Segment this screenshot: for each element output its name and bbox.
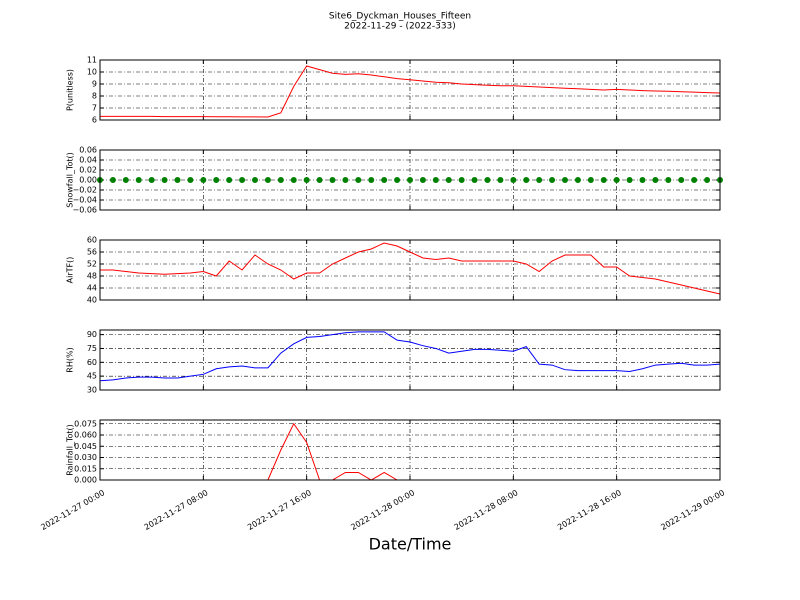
data-point [587, 177, 594, 183]
data-point [264, 177, 271, 183]
y-tick-label: 11 [87, 56, 97, 65]
y-tick-label: 0.060 [74, 431, 97, 440]
data-point [239, 177, 246, 183]
y-axis-label: RH(%) [66, 347, 75, 372]
axes-frame [99, 329, 721, 391]
data-point [342, 177, 349, 183]
data-point [652, 177, 659, 183]
y-tick-label: 48 [87, 272, 97, 281]
data-point [613, 177, 620, 183]
data-point [148, 177, 155, 183]
data-point [355, 177, 362, 183]
y-tick-label: 0.02 [79, 166, 97, 175]
data-point [562, 177, 568, 183]
data-point [303, 177, 310, 183]
data-point [445, 177, 452, 183]
data-point [122, 177, 129, 183]
y-tick-label: 0.00 [79, 176, 97, 185]
axes-frame [99, 149, 721, 211]
y-tick-label: 60 [87, 236, 97, 245]
data-point [626, 177, 633, 183]
axes-frame [99, 59, 721, 121]
y-axis-label: AirTF() [66, 257, 75, 284]
data-point [639, 177, 646, 183]
y-tick-label: 40 [87, 296, 97, 305]
y-tick-label: 8 [92, 92, 97, 101]
title: Site6_Dyckman_Houses_Fifteen [329, 12, 471, 22]
axes-frame [99, 419, 721, 481]
y-axis-label: P(unitless) [66, 69, 75, 111]
data-point [226, 177, 233, 183]
y-tick-label: 0.075 [74, 419, 97, 428]
x-axis-label: Date/Time [369, 535, 452, 554]
y-tick-label: −0.02 [72, 186, 97, 195]
subtitle: 2022-11-29 - (2022-333) [344, 22, 456, 32]
data-point [471, 177, 478, 183]
data-line [100, 242, 721, 295]
y-tick-label: 6 [92, 116, 97, 125]
data-point [213, 177, 220, 183]
y-tick-label: 0.000 [74, 476, 97, 485]
y-tick-label: 7 [92, 104, 97, 113]
data-point [200, 177, 207, 183]
data-point [510, 177, 517, 183]
y-tick-label: 0.045 [74, 442, 97, 451]
data-point [290, 177, 297, 183]
y-tick-label: 9 [92, 80, 97, 89]
data-point [161, 177, 168, 183]
data-point [678, 177, 685, 183]
data-point [252, 177, 258, 183]
data-point [691, 177, 698, 183]
data-point [704, 177, 711, 183]
data-point [187, 177, 194, 183]
data-point [574, 177, 581, 183]
data-point [368, 177, 375, 183]
y-tick-label: 0.030 [74, 453, 97, 462]
data-point [394, 177, 401, 183]
y-tick-label: 0.06 [79, 146, 97, 155]
y-tick-label: 44 [87, 284, 97, 293]
y-tick-label: 0.015 [74, 464, 97, 473]
y-tick-label: −0.04 [72, 196, 97, 205]
data-point [381, 177, 388, 183]
data-point [277, 177, 284, 183]
data-line [99, 331, 721, 382]
data-point [109, 177, 116, 183]
y-tick-label: 0.04 [79, 156, 97, 165]
y-tick-label: 60 [87, 358, 97, 367]
data-point [484, 177, 491, 183]
data-point [316, 177, 323, 183]
data-point [536, 177, 543, 183]
data-line [100, 65, 721, 118]
y-tick-label: 75 [87, 344, 97, 353]
data-point [600, 177, 607, 183]
data-point [549, 177, 556, 183]
y-tick-label: 45 [87, 372, 97, 381]
data-point [497, 177, 504, 183]
data-point [174, 177, 181, 183]
data-point [407, 177, 413, 183]
y-tick-label: 56 [87, 248, 97, 257]
data-point [135, 177, 142, 183]
data-point [458, 177, 465, 183]
y-axis-label: Rainfall_Tot() [66, 424, 75, 476]
data-point [329, 177, 336, 183]
y-tick-label: −0.06 [72, 206, 97, 215]
data-point [419, 177, 426, 183]
y-tick-label: 10 [87, 68, 97, 77]
y-tick-label: 30 [87, 386, 97, 395]
data-point [523, 177, 530, 183]
axes-frame [99, 239, 721, 301]
data-point [432, 177, 439, 183]
data-point [665, 177, 672, 183]
y-axis-label: Snowfall_Tot() [66, 152, 75, 208]
y-tick-label: 90 [87, 330, 97, 339]
y-tick-label: 52 [87, 260, 97, 269]
